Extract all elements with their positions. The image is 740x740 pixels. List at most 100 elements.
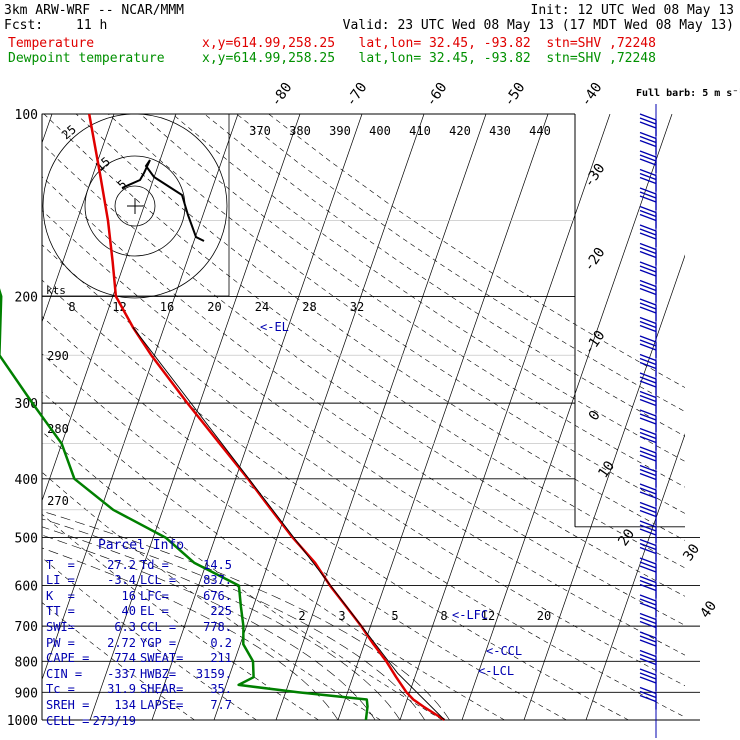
pressure-tick-label: 200	[15, 290, 38, 305]
isotherm-line	[275, 114, 487, 720]
wind-barb-flag	[639, 501, 657, 510]
wind-barb-flag	[639, 409, 657, 417]
isotherm-tick-label: 0	[586, 408, 604, 424]
parcel-param-label: LCL =	[140, 573, 177, 588]
parcel-param-label: CCL =	[140, 619, 177, 634]
mixing-ratio-label: 20	[537, 609, 551, 623]
parcel-info-row: K = 16 LFC= 676.	[46, 589, 236, 605]
parcel-param-label: LI =	[46, 573, 75, 588]
parcel-param-label	[140, 714, 186, 730]
pressure-tick-label: 400	[15, 473, 38, 488]
theta-left-label: 290	[47, 349, 69, 363]
wind-barb-flag	[639, 565, 657, 573]
theta-tick-label: 390	[329, 124, 351, 138]
wind-barb-flag	[639, 676, 657, 684]
wind-barb-flag	[639, 649, 657, 658]
parcel-param-label: SREH =	[46, 697, 90, 712]
wind-barb-flag	[639, 616, 657, 625]
wind-barb-flag	[639, 620, 657, 629]
wind-barb-flag	[639, 631, 657, 639]
parcel-param-value: 676.	[203, 588, 232, 603]
temperature-profile	[87, 113, 446, 722]
pressure-tick-label: 500	[15, 532, 38, 547]
wind-barb-flag	[639, 528, 657, 536]
parcel-param-value: 778.	[203, 619, 232, 634]
dry-adiabat-line	[236, 114, 685, 412]
temperature-legend-label: Temperature	[8, 36, 95, 51]
wind-barb-flag	[639, 579, 657, 588]
hodograph-ring	[42, 113, 228, 299]
parcel-param-value: 14.5	[203, 557, 232, 572]
pressure-tick-label: 800	[15, 655, 38, 670]
wind-speed-tick-label: 28	[302, 300, 316, 314]
hodograph-ring-label: 25	[59, 122, 79, 142]
wind-barb-flag	[639, 468, 657, 477]
fcst-label: Fcst:	[4, 18, 44, 33]
isotherm-tick-label: 30	[680, 541, 703, 564]
wind-barb-flag	[639, 686, 657, 695]
theta-tick-label: 370	[249, 124, 271, 138]
wind-barb-flag	[639, 450, 657, 458]
dry-adiabat-line	[42, 244, 685, 687]
theta-tick-label: 410	[409, 124, 431, 138]
dry-adiabat-line	[42, 279, 685, 718]
isotherm-tick-label: -40	[578, 80, 606, 110]
dry-adiabat-line	[42, 209, 685, 656]
wind-barb-flag	[639, 602, 657, 610]
sounding-annotation: <-CCL	[486, 644, 522, 658]
parcel-param-value: 211	[210, 651, 232, 666]
wind-barb-flag	[639, 694, 657, 703]
dry-adiabat-line	[204, 114, 685, 437]
wind-barb-flag	[639, 283, 657, 292]
parcel-info-row: TT = 40 EL = 225	[46, 604, 236, 620]
dry-adiabat-line	[42, 431, 443, 720]
parcel-path	[132, 327, 445, 721]
data-series: <-EL <-LFC <-CCL <-LCL	[0, 113, 522, 722]
theta-tick-label: 430	[489, 124, 511, 138]
wind-barb-flag	[639, 435, 657, 444]
parcel-info-row: CIN = -337 HWBZ= 3159.	[46, 667, 236, 683]
wind-barb-flag	[639, 298, 657, 306]
wind-barb-flag	[639, 150, 657, 158]
parcel-param-label: TT =	[46, 604, 75, 619]
parcel-param-value: 774	[114, 651, 136, 666]
wind-unit-label: kts	[46, 284, 66, 297]
dry-adiabat-line	[42, 557, 257, 720]
wind-barb-flag	[639, 357, 657, 366]
wind-barb-flag	[639, 343, 657, 351]
parcel-param-value: 3159.	[195, 666, 232, 681]
parcel-param-label: Td =	[140, 557, 169, 572]
mixing-ratio-label: 2	[298, 609, 305, 623]
wind-barb-flag	[639, 135, 657, 144]
wind-barb-flag	[639, 427, 657, 436]
wind-barb-flag	[639, 417, 657, 425]
parcel-param-value: 7.7	[210, 697, 232, 712]
parcel-info-row: SREH = 134 LAPSE= 7.7	[46, 698, 236, 714]
parcel-info-row: Tc = 31.9 SHEAR= 35.	[46, 682, 236, 698]
parcel-info-rows: T = 27.2 Td = 14.5 LI = -3.4 LCL = 837. K = 16 LFC…	[46, 558, 236, 730]
wind-barb-flag	[639, 524, 657, 532]
temperature-legend-info: x,y=614.99,258.25 lat,lon= 32.45, -93.82…	[202, 36, 656, 51]
wind-barbs: Full barb: 5 m s⁻¹	[636, 88, 740, 738]
wind-barb-flag	[639, 639, 657, 647]
isotherm-line	[42, 114, 239, 681]
parcel-param-label: YGP =	[140, 635, 177, 650]
theta-left-label: 270	[47, 494, 69, 508]
wind-barb-flag	[639, 209, 657, 218]
wind-barb-flag	[639, 168, 657, 177]
parcel-info-row: CAPE = 774 SWEAT= 211	[46, 651, 236, 667]
parcel-param-value: 35.	[210, 682, 232, 697]
wind-barb-flag	[639, 154, 657, 162]
wind-barb-flag	[639, 213, 657, 222]
mixing-ratio-label: 5	[391, 609, 398, 623]
wind-speed-tick-label: 24	[255, 300, 269, 314]
parcel-info-row: LI = -3.4 LCL = 837.	[46, 573, 236, 589]
wind-barb-flag	[639, 672, 657, 680]
parcel-param-label: SWEAT=	[140, 651, 184, 666]
wind-barb-flag	[639, 690, 657, 699]
isotherm-tick-label: -80	[268, 80, 296, 110]
wind-barb-flag	[639, 653, 657, 662]
mixing-ratio-label: 8	[440, 609, 447, 623]
parcel-param-value: 31.9	[107, 682, 136, 697]
